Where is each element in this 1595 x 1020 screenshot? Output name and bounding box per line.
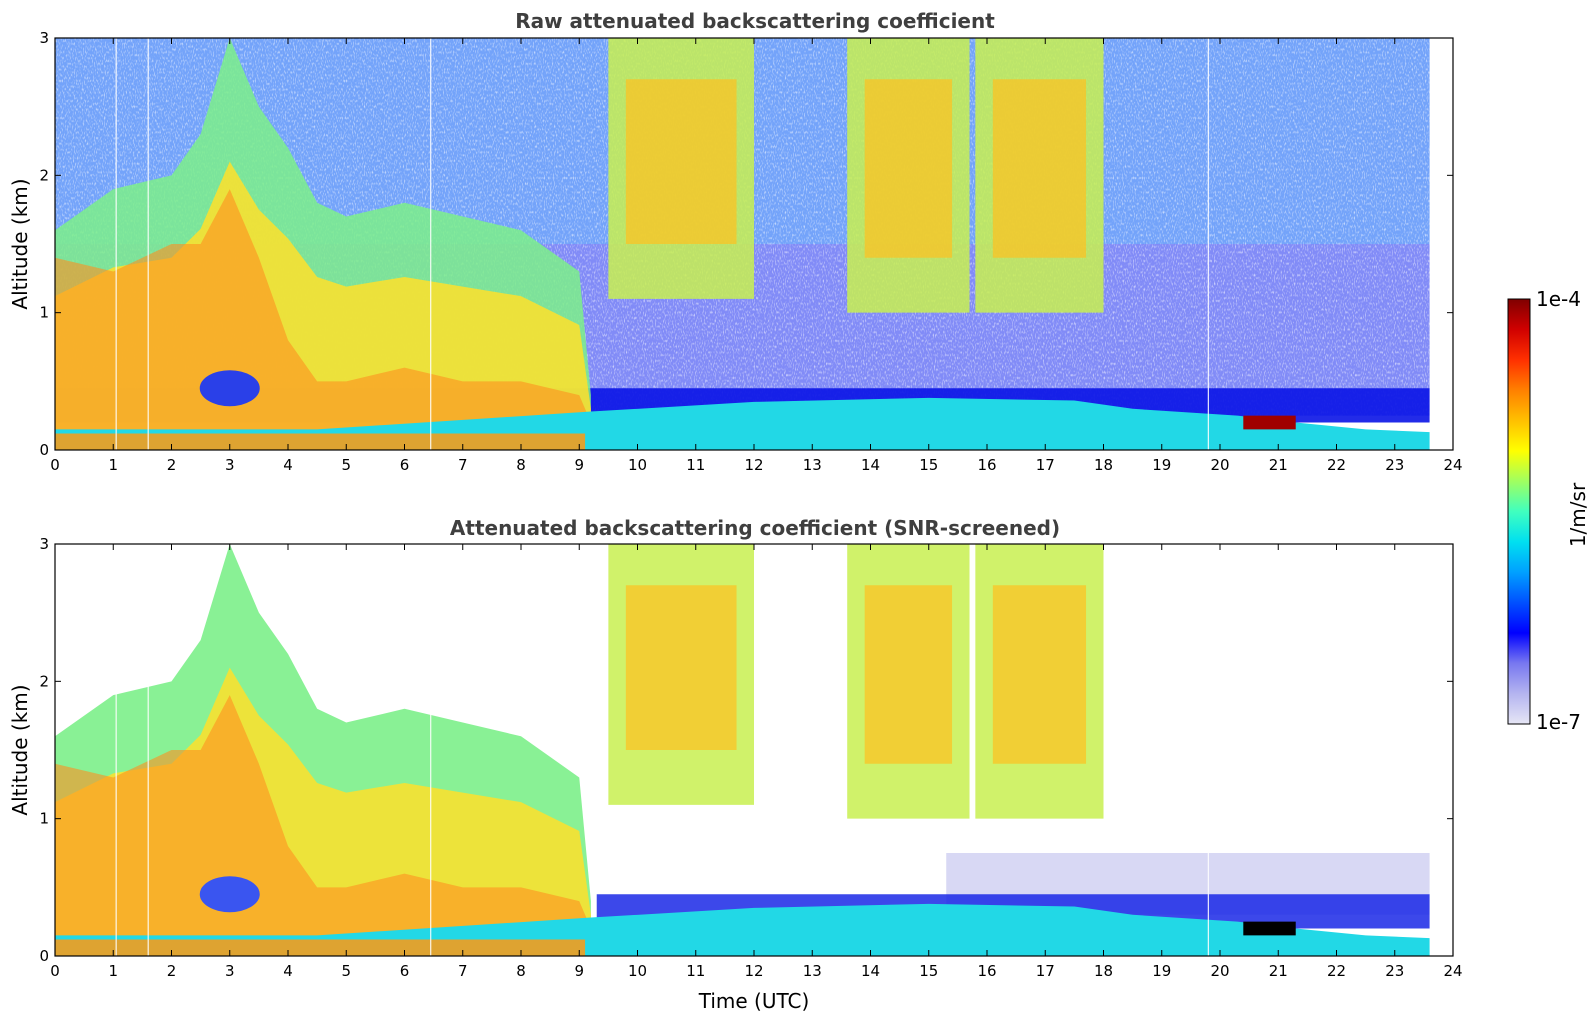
x-tick-label: 18 (1094, 456, 1113, 474)
near-surface-layer (55, 433, 586, 450)
x-tick-label: 20 (1210, 456, 1229, 474)
x-tick-label: 11 (686, 962, 705, 980)
x-tick-label: 2 (167, 962, 177, 980)
x-tick-label: 3 (225, 962, 235, 980)
x-tick-label: 19 (1152, 456, 1171, 474)
x-tick-label: 15 (919, 962, 938, 980)
near-surface-layer (55, 939, 586, 956)
x-tick-label: 19 (1152, 962, 1171, 980)
raw-panel-title: Raw attenuated backscattering coefficien… (515, 9, 995, 33)
cloud-feature-core (864, 79, 953, 258)
raw-axis-ticks: 0 1 2 3 4 5 6 7 8 9 10 11 12 13 14 15 16 17 18 19 20 21 22 23 24… (39, 29, 1462, 474)
y-tick-label: 2 (39, 672, 49, 690)
cloud-feature-core (992, 585, 1087, 764)
cloud-feature-core (992, 79, 1087, 258)
x-tick-label: 8 (516, 456, 526, 474)
x-tick-label: 7 (458, 962, 468, 980)
no-data-region (1429, 38, 1453, 450)
x-tick-label: 12 (744, 962, 763, 980)
x-tick-label: 18 (1094, 962, 1113, 980)
x-tick-label: 21 (1269, 456, 1288, 474)
x-tick-label: 9 (574, 962, 584, 980)
x-tick-label: 14 (861, 962, 880, 980)
x-tick-label: 9 (574, 456, 584, 474)
x-tick-label: 4 (283, 962, 293, 980)
x-tick-label: 3 (225, 456, 235, 474)
x-tick-label: 23 (1385, 962, 1404, 980)
colorbar-gradient (1507, 298, 1531, 725)
cloud-feature-core (625, 585, 737, 750)
x-axis-label: Time (UTC) (698, 989, 810, 1013)
clear-pocket (199, 370, 260, 407)
x-tick-label: 2 (167, 456, 177, 474)
colorbar-unit-label: 1/m/sr (1566, 482, 1590, 548)
colorbar-min-label: 1e-7 (1536, 710, 1581, 734)
x-tick-label: 5 (341, 456, 351, 474)
screened-axis-ticks: 0 1 2 3 4 5 6 7 8 9 10 11 12 13 14 15 16 17 18 19 20 21 22 23 24… (39, 535, 1462, 980)
y-tick-label: 1 (39, 810, 49, 828)
y-tick-label: 2 (39, 166, 49, 184)
x-tick-label: 1 (108, 456, 118, 474)
x-tick-label: 17 (1036, 962, 1055, 980)
x-tick-label: 22 (1327, 962, 1346, 980)
x-tick-label: 21 (1269, 962, 1288, 980)
x-tick-label: 10 (628, 456, 647, 474)
colorbar (1507, 298, 1531, 725)
x-tick-label: 0 (50, 456, 60, 474)
raw-y-axis-label: Altitude (km) (8, 178, 32, 310)
x-tick-label: 0 (50, 962, 60, 980)
max-signal (1243, 921, 1296, 936)
x-tick-label: 11 (686, 456, 705, 474)
x-tick-label: 4 (283, 456, 293, 474)
y-tick-label: 0 (39, 947, 49, 965)
colorbar-max-label: 1e-4 (1536, 287, 1581, 311)
clear-pocket (199, 876, 260, 913)
x-tick-label: 23 (1385, 456, 1404, 474)
x-tick-label: 6 (400, 962, 410, 980)
x-tick-label: 7 (458, 456, 468, 474)
y-tick-label: 1 (39, 304, 49, 322)
x-tick-label: 1 (108, 962, 118, 980)
x-tick-label: 10 (628, 962, 647, 980)
x-tick-label: 17 (1036, 456, 1055, 474)
snr-screened-panel: 0 1 2 3 4 5 6 7 8 9 10 11 12 13 14 15 16 17 18 19 20 21 22 23 24… (39, 535, 1462, 980)
x-tick-label: 12 (744, 456, 763, 474)
x-tick-label: 22 (1327, 456, 1346, 474)
x-tick-label: 15 (919, 456, 938, 474)
y-tick-label: 3 (39, 535, 49, 553)
cloud-feature-core (864, 585, 953, 764)
no-data-region (1429, 544, 1453, 956)
screened-y-axis-label: Altitude (km) (8, 684, 32, 816)
x-tick-label: 8 (516, 962, 526, 980)
aerosol-layer-hot (55, 189, 591, 450)
y-tick-label: 3 (39, 29, 49, 47)
y-tick-label: 0 (39, 441, 49, 459)
x-tick-label: 14 (861, 456, 880, 474)
cloud-feature-core (625, 79, 737, 244)
x-tick-label: 5 (341, 962, 351, 980)
x-tick-label: 16 (977, 456, 996, 474)
x-tick-label: 20 (1210, 962, 1229, 980)
screened-panel-title: Attenuated backscattering coefficient (S… (449, 516, 1061, 540)
snr-screened-heatmap (55, 544, 1453, 956)
x-tick-label: 24 (1443, 962, 1462, 980)
raw-backscatter-heatmap (55, 38, 1453, 450)
x-tick-label: 24 (1443, 456, 1462, 474)
raw-backscatter-panel: 0 1 2 3 4 5 6 7 8 9 10 11 12 13 14 15 16 17 18 19 20 21 22 23 24… (39, 29, 1462, 474)
x-tick-label: 13 (803, 456, 822, 474)
x-tick-label: 6 (400, 456, 410, 474)
aerosol-layer-hot (55, 695, 591, 956)
x-tick-label: 13 (803, 962, 822, 980)
x-tick-label: 16 (977, 962, 996, 980)
max-signal (1243, 415, 1296, 430)
